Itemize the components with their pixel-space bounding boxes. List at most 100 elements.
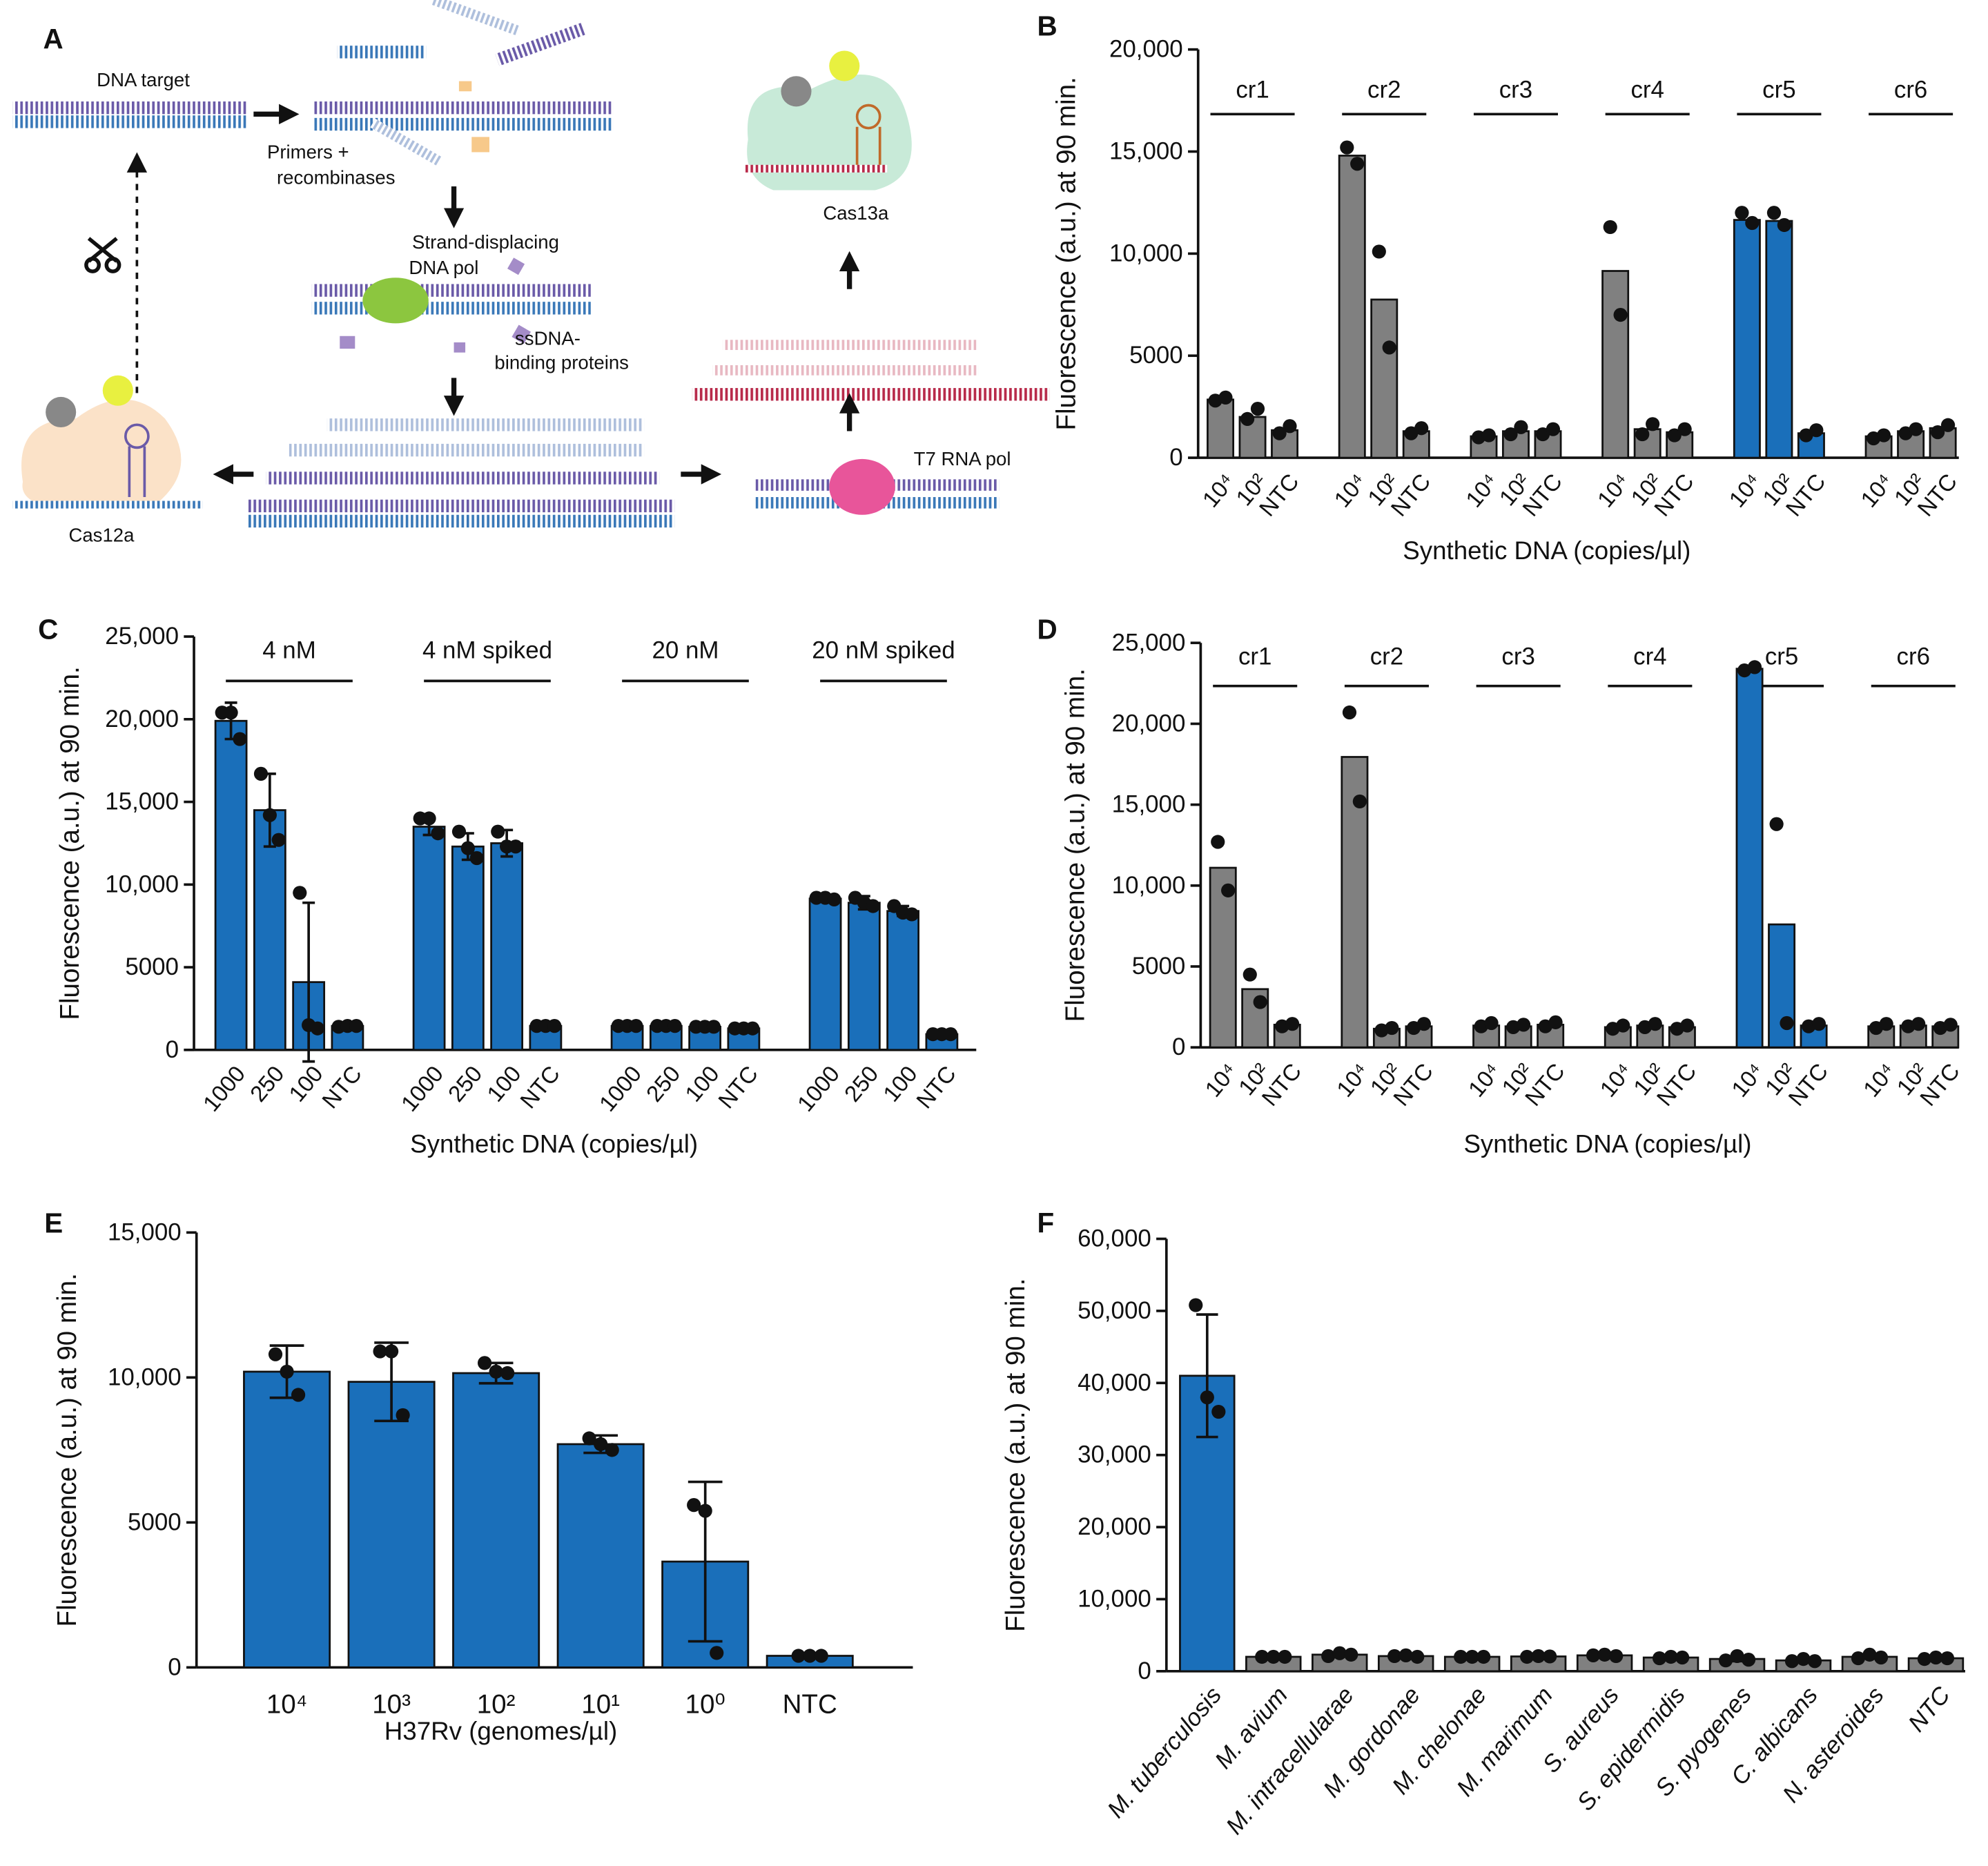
data-point <box>422 811 436 826</box>
dna-strand <box>12 115 249 128</box>
bar <box>808 897 842 1051</box>
hairpin <box>124 423 150 449</box>
group-label: 4 nM spiked <box>422 636 552 663</box>
bar <box>1733 219 1761 459</box>
data-point <box>1597 1647 1612 1662</box>
dna-strand <box>314 117 614 131</box>
bar <box>1768 923 1796 1049</box>
data-point <box>1242 967 1257 982</box>
data-point <box>349 1019 364 1033</box>
x-tick-label: 10² <box>477 1689 516 1719</box>
x-tick-label: 1000 <box>396 1061 449 1116</box>
data-point <box>460 841 475 855</box>
group-label: cr5 <box>1765 643 1798 670</box>
data-point <box>1646 417 1660 431</box>
arrows <box>213 104 860 485</box>
x-axis-label: Synthetic DNA (copies/µl) <box>410 1130 698 1158</box>
y-axis-label: Fluorescence (a.u.) at 90 min. <box>1060 668 1090 1022</box>
data-point <box>1385 1020 1399 1036</box>
group-label: cr6 <box>1894 76 1927 103</box>
label: DNA target <box>97 69 190 90</box>
data-point <box>1851 1651 1866 1666</box>
data-point <box>1616 1018 1630 1033</box>
data-point <box>262 808 277 822</box>
y-tick-label: 0 <box>1169 444 1182 471</box>
primer <box>431 0 519 35</box>
x-tick-label: 1000 <box>792 1061 845 1116</box>
y-tick-label: 5000 <box>128 1508 182 1535</box>
dna-strand <box>311 302 591 315</box>
data-point <box>1635 427 1650 442</box>
y-tick-label: 15,000 <box>1112 791 1186 818</box>
data-point <box>1613 307 1628 322</box>
x-tick-label: NTC <box>516 1061 565 1114</box>
y-tick-label: 30,000 <box>1078 1441 1151 1468</box>
data-point <box>1514 420 1528 434</box>
label: ssDNA- <box>515 328 581 349</box>
data-point <box>1516 1018 1531 1032</box>
y-tick-label: 20,000 <box>1112 710 1186 737</box>
data-point <box>706 1020 721 1034</box>
data-point <box>1211 1404 1226 1419</box>
data-point <box>268 1347 283 1361</box>
scissors <box>84 237 121 273</box>
data-point <box>1940 1651 1955 1666</box>
data-point <box>1350 157 1365 171</box>
label: binding proteins <box>494 352 629 373</box>
group-label: cr6 <box>1897 643 1930 670</box>
bar <box>847 902 881 1051</box>
data-point <box>1909 422 1923 436</box>
data-point <box>1796 1651 1811 1666</box>
data-point <box>1266 1649 1280 1664</box>
primer <box>495 23 585 66</box>
dna-strand <box>266 472 660 485</box>
ssb <box>340 336 355 349</box>
y-tick-label: 15,000 <box>105 788 179 815</box>
x-tick-label: M. tuberculosis <box>1102 1682 1227 1823</box>
x-tick-label: NTC <box>714 1061 763 1114</box>
rna-strand <box>722 340 977 350</box>
bar <box>214 719 248 1051</box>
data-point <box>253 766 269 781</box>
data-point <box>1285 1017 1300 1031</box>
panel-label: C <box>38 614 58 645</box>
data-point <box>1255 1649 1269 1664</box>
data-point <box>271 833 286 847</box>
recombinase <box>458 81 472 92</box>
hairpin <box>855 104 881 130</box>
data-point <box>1321 1649 1336 1664</box>
data-point <box>1344 1647 1358 1662</box>
group-label: 20 nM <box>652 636 719 663</box>
group-label: cr3 <box>1501 643 1534 670</box>
data-point <box>310 1021 325 1036</box>
cas13a <box>747 74 912 191</box>
y-tick-label: 60,000 <box>1078 1225 1151 1252</box>
y-tick-label: 15,000 <box>108 1218 182 1245</box>
bar <box>1735 668 1764 1049</box>
data-point <box>827 892 841 906</box>
data-point <box>508 839 523 854</box>
fluorophore <box>829 50 860 81</box>
data-point <box>1664 1649 1678 1664</box>
data-point <box>1240 411 1255 427</box>
dna-strand <box>12 101 249 115</box>
data-point <box>451 824 467 839</box>
data-point <box>594 1437 608 1452</box>
data-point <box>1603 220 1617 235</box>
data-point <box>1667 428 1682 443</box>
data-point <box>1484 1015 1499 1031</box>
group-label: cr5 <box>1762 76 1795 103</box>
data-point <box>1784 1654 1800 1669</box>
data-point <box>791 1649 806 1663</box>
data-point <box>491 824 505 839</box>
y-axis-label: Fluorescence (a.u.) at 90 min. <box>1001 1279 1031 1632</box>
data-point <box>667 1019 682 1033</box>
panel-label: B <box>1037 10 1057 41</box>
data-point <box>1809 423 1824 438</box>
data-point <box>1404 426 1419 440</box>
group-label: cr4 <box>1630 76 1664 103</box>
quencher <box>46 396 77 428</box>
data-point <box>687 1498 701 1513</box>
y-tick-label: 25,000 <box>105 623 179 650</box>
